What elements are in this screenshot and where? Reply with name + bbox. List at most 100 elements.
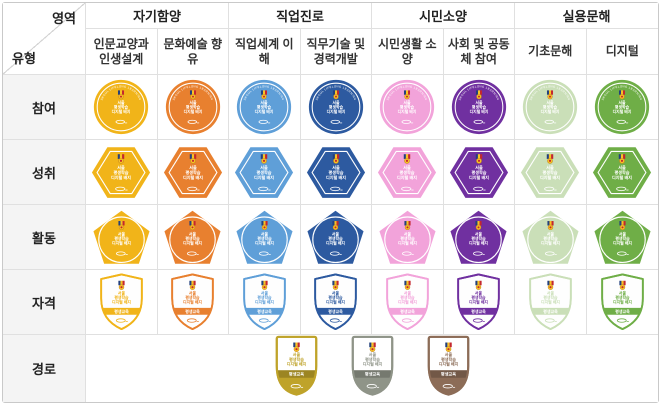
badge-logo (401, 119, 414, 124)
badge-band-text: 평생교육 (440, 370, 455, 376)
medal-icon (404, 90, 411, 100)
badge-band-text: 평생교육 (471, 309, 486, 314)
badge-r4-c8: 서울 평생학습 디지털 배지 평생교육 (586, 270, 658, 335)
badge-title-line: 디지털 배지 (469, 240, 488, 245)
medal-icon (261, 220, 268, 230)
badge-logo (258, 186, 271, 191)
medal-icon (189, 153, 196, 164)
badge-title-line: 디지털 배지 (112, 240, 131, 245)
area-header-3: 시민소양 (372, 3, 515, 29)
medal-icon (332, 220, 339, 230)
badge-title-line: 서울 (475, 231, 483, 236)
badge-logo (115, 250, 128, 256)
medal-icon (444, 342, 452, 353)
medal-icon (475, 153, 482, 164)
badge-logo (473, 250, 485, 256)
badge-title-line: 디지털 배지 (398, 109, 417, 114)
badge-title-line: 디지털 배지 (540, 173, 560, 179)
badge-title-line: 디지털 배지 (438, 361, 458, 367)
badge-logo (544, 250, 557, 256)
medal-icon (368, 342, 376, 353)
badge-title-line: 디지털 배지 (112, 299, 131, 304)
badge-title-line: 디지털 배지 (254, 173, 274, 179)
type-header-2: 문화예술 향유 (157, 29, 229, 75)
corner-cell: 영역 유형 (3, 3, 86, 75)
badge-title-line: 서울 (547, 100, 555, 105)
badge-title-line: 평생학습 (114, 104, 129, 109)
badge-title-line: 디지털 배지 (326, 173, 346, 179)
badge-logo (442, 383, 455, 389)
badge-title-line: 평생학습 (186, 235, 201, 240)
badge-r2-c8: 서울 평생학습 디지털 배지 (586, 140, 658, 205)
badge-logo (258, 250, 271, 256)
badge-title-line: 디지털 배지 (286, 361, 306, 367)
badge-logo (187, 119, 199, 124)
badge-title-line: 디지털 배지 (111, 173, 131, 179)
badge-r2-c6: 서울 평생학습 디지털 배지 (443, 140, 515, 205)
medal-icon (261, 90, 268, 100)
badge-title-line: 서울 (547, 231, 555, 236)
badge-title-line: 서울 (546, 164, 554, 170)
badge-title-line: 평생학습 (257, 235, 272, 240)
medal-icon (547, 90, 554, 100)
path-badge-bronze: 서울 평생학습 디지털 배지 평생교육 (424, 335, 473, 402)
badge-title-line: 평생학습 (543, 295, 558, 300)
row-label-2: 성취 (3, 140, 86, 205)
badge-title-line: 서울 (189, 164, 197, 170)
badge-logo (329, 186, 343, 191)
medal-icon (261, 153, 268, 164)
badge-title-line: 평생학습 (472, 295, 487, 300)
badge-title-line: 평생학습 (328, 169, 343, 175)
badge-title-line: 서울 (475, 290, 483, 295)
badge-logo (187, 250, 199, 256)
badge-logo (115, 186, 128, 191)
medal-icon (332, 90, 339, 100)
badge-title-line: 서울 (332, 290, 340, 295)
badge-title-line: 서울 (404, 231, 412, 236)
badge-title-line: 디지털 배지 (398, 240, 417, 245)
medal-icon (475, 280, 482, 290)
medal-icon (189, 90, 196, 100)
badge-title-line: 서울 (260, 164, 268, 170)
medal-icon (619, 90, 626, 100)
badge-r3-c8: 서울 평생학습 디지털 배지 (586, 205, 658, 270)
badge-r4-c4: 서울 평생학습 디지털 배지 평생교육 (300, 270, 372, 335)
badge-title-line: 평생학습 (329, 235, 344, 240)
badge-title-line: 서울 (189, 290, 197, 295)
badge-title-line: 서울 (368, 351, 376, 357)
badge-title-line: 서울 (118, 290, 126, 295)
badge-title-line: 평생학습 (365, 356, 380, 362)
badge-band-text: 평생교육 (364, 370, 379, 376)
badge-logo (187, 318, 200, 323)
badge-title-line: 디지털 배지 (541, 299, 560, 304)
badge-title-line: 디지털 배지 (398, 299, 417, 304)
badge-title-line: 서울 (618, 164, 626, 170)
badge-r1-c6: SEOUL LIFELONG LEARNING 서울 평생학습 디지털 배지 (443, 75, 515, 140)
badge-title-line: 디지털 배지 (469, 299, 488, 304)
badge-title-line: 디지털 배지 (613, 299, 632, 304)
type-header-8: 디지털 (586, 29, 658, 75)
badge-title-line: 평생학습 (257, 104, 272, 109)
medal-icon (118, 280, 125, 290)
badge-band-text: 평생교육 (185, 309, 200, 314)
corner-type-label: 유형 (12, 51, 36, 66)
badge-title-line: 디지털 배지 (255, 240, 274, 245)
medal-icon (261, 280, 268, 290)
badge-r3-c2: 서울 평생학습 디지털 배지 (157, 205, 229, 270)
badge-title-line: 평생학습 (289, 356, 304, 362)
badge-title-line: 디지털 배지 (183, 299, 202, 304)
badge-band-text: 평생교육 (543, 309, 558, 314)
badge-title-line: 디지털 배지 (183, 109, 202, 114)
badge-logo (616, 250, 629, 256)
badge-r4-c1: 서울 평생학습 디지털 배지 평생교육 (86, 270, 158, 335)
badge-title-line: 평생학습 (615, 104, 630, 109)
badge-r1-c2: SEOUL LIFELONG LEARNING 서울 평생학습 디지털 배지 (157, 75, 229, 140)
badge-title-line: 디지털 배지 (326, 299, 345, 304)
badge-r1-c7: SEOUL LIFELONG LEARNING 서울 평생학습 디지털 배지 (515, 75, 587, 140)
